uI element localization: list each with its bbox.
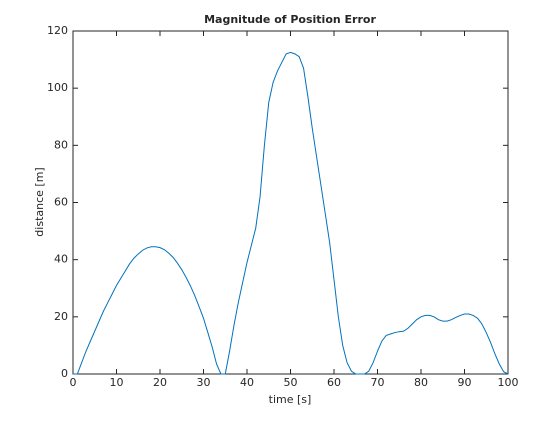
x-tick-label: 100 [498, 376, 519, 389]
x-tick-label: 0 [70, 376, 77, 389]
y-tick-label: 20 [54, 310, 68, 323]
y-tick-label: 40 [54, 253, 68, 266]
x-tick-label: 70 [371, 376, 385, 389]
y-tick-label: 100 [47, 81, 68, 94]
chart-title: Magnitude of Position Error [204, 13, 376, 26]
x-tick-label: 90 [458, 376, 472, 389]
y-axis-label: distance [m] [33, 167, 46, 236]
x-tick-label: 50 [284, 376, 298, 389]
y-tick-label: 80 [54, 138, 68, 151]
y-tick-label: 0 [61, 367, 68, 380]
x-tick-label: 80 [414, 376, 428, 389]
x-tick-label: 30 [197, 376, 211, 389]
y-tick-label: 60 [54, 196, 68, 209]
y-tick-label: 120 [47, 24, 68, 37]
data-line [73, 51, 509, 375]
x-tick-label: 60 [327, 376, 341, 389]
x-tick-label: 10 [110, 376, 124, 389]
x-axis-label: time [s] [269, 393, 312, 406]
x-tick-label: 20 [153, 376, 167, 389]
x-tick-label: 40 [240, 376, 254, 389]
